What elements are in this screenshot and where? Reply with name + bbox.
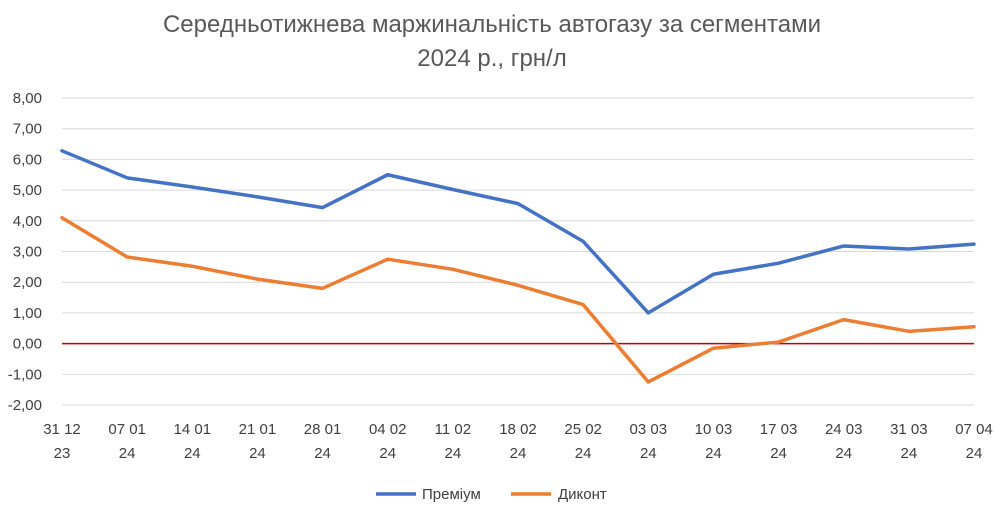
x-tick-label: 04 02 <box>369 421 407 438</box>
x-tick-label: 10 03 <box>695 421 733 438</box>
legend[interactable]: Преміум Диконт <box>376 486 607 503</box>
data-point <box>581 239 585 243</box>
series-line-1 <box>60 149 976 315</box>
x-tick-label-year: 24 <box>184 445 201 462</box>
x-tick-label-year: 24 <box>379 445 396 462</box>
gridlines <box>62 97 974 406</box>
data-point <box>842 244 846 248</box>
data-point <box>777 340 781 344</box>
x-tick-label-year: 24 <box>770 445 787 462</box>
x-tick-label: 07 01 <box>108 421 146 438</box>
data-point <box>516 283 520 287</box>
data-point <box>972 242 976 246</box>
x-tick-label: 31 12 <box>43 421 81 438</box>
data-point <box>646 311 650 315</box>
x-tick-label-year: 24 <box>966 445 983 462</box>
data-point <box>516 202 520 206</box>
data-point <box>451 267 455 271</box>
data-point <box>125 255 129 259</box>
data-point <box>711 272 715 276</box>
x-tick-label: 28 01 <box>304 421 342 438</box>
y-tick-label: 6,00 <box>13 151 42 168</box>
data-point <box>777 261 781 265</box>
y-tick-label: 1,00 <box>13 305 42 322</box>
x-tick-label-year: 24 <box>314 445 331 462</box>
x-tick-label: 18 02 <box>499 421 537 438</box>
data-point <box>842 318 846 322</box>
data-point <box>321 286 325 290</box>
y-tick-label: -2,00 <box>8 397 42 414</box>
x-tick-label: 03 03 <box>630 421 668 438</box>
x-tick-label-year: 24 <box>705 445 722 462</box>
x-tick-label: 21 01 <box>239 421 277 438</box>
x-tick-label: 24 03 <box>825 421 863 438</box>
data-point <box>907 329 911 333</box>
x-tick-label: 07 04 <box>955 421 993 438</box>
x-tick-label-year: 24 <box>445 445 462 462</box>
data-point <box>125 176 129 180</box>
y-tick-label: 7,00 <box>13 121 42 138</box>
y-tick-label: 2,00 <box>13 274 42 291</box>
data-point <box>451 187 455 191</box>
chart-title-line1: Середньотижнева маржинальність автогазу … <box>163 11 821 38</box>
x-tick-label-year: 23 <box>54 445 71 462</box>
x-tick-label-year: 24 <box>119 445 136 462</box>
data-point <box>581 303 585 307</box>
x-tick-label-year: 24 <box>640 445 657 462</box>
chart-title-line2: 2024 р., грн/л <box>417 45 566 72</box>
data-point <box>646 380 650 384</box>
data-point <box>255 195 259 199</box>
x-tick-label: 31 03 <box>890 421 928 438</box>
data-point <box>60 149 64 153</box>
series-line-2 <box>60 215 976 384</box>
y-tick-label: -1,00 <box>8 366 42 383</box>
x-tick-label-year: 24 <box>249 445 266 462</box>
y-tick-label: 4,00 <box>13 213 42 230</box>
data-point <box>386 173 390 177</box>
y-tick-label: 5,00 <box>13 182 42 199</box>
series-group <box>60 149 976 384</box>
y-tick-label: 3,00 <box>13 244 42 261</box>
x-tick-label-year: 24 <box>575 445 592 462</box>
data-point <box>972 325 976 329</box>
x-tick-label-year: 24 <box>835 445 852 462</box>
x-tick-label: 25 02 <box>564 421 602 438</box>
data-point <box>321 206 325 210</box>
x-tick-label-year: 24 <box>901 445 918 462</box>
legend-label-2[interactable]: Диконт <box>558 486 607 503</box>
x-tick-label: 17 03 <box>760 421 798 438</box>
y-axis: 8,00 7,00 6,00 5,00 4,00 3,00 2,00 1,00 0,00 -1,0… <box>8 90 42 414</box>
data-point <box>60 216 64 220</box>
x-tick-label-year: 24 <box>510 445 527 462</box>
data-point <box>907 247 911 251</box>
y-tick-label: 0,00 <box>13 336 42 353</box>
data-point <box>190 264 194 268</box>
x-tick-label: 11 02 <box>435 421 471 438</box>
data-point <box>386 257 390 261</box>
data-point <box>255 277 259 281</box>
data-point <box>190 185 194 189</box>
data-point <box>711 346 715 350</box>
x-axis: 31 12 23 07 01 24 14 01 24 21 01 24 28 01 24 04 02… <box>43 421 993 462</box>
y-tick-label: 8,00 <box>13 90 42 107</box>
legend-label-1[interactable]: Преміум <box>422 486 481 503</box>
x-tick-label: 14 01 <box>174 421 212 438</box>
